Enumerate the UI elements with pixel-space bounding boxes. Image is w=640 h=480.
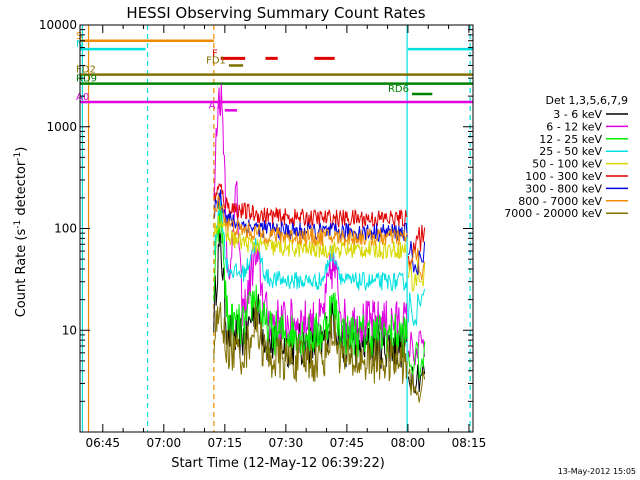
- flag-label-f: F: [212, 48, 218, 59]
- flag-label-fd1: FD1: [206, 55, 226, 66]
- x-tick-label: 08:15: [452, 436, 487, 450]
- x-axis-label: Start Time (12-May-12 06:39:22): [171, 456, 385, 471]
- series-line: [213, 301, 426, 403]
- legend-title: Det 1,3,5,6,7,9: [545, 94, 628, 107]
- series-line: [213, 194, 426, 281]
- x-tick-label: 07:15: [208, 436, 243, 450]
- y-tick-label: 10000: [39, 18, 77, 32]
- legend-entry: 6 - 12 keV: [546, 120, 602, 133]
- flag-label-a1: A1: [209, 100, 222, 111]
- y-axis-label-mid: detector: [14, 160, 29, 220]
- flag-label-s: S: [76, 31, 82, 42]
- legend-entry: 100 - 300 keV: [525, 170, 602, 183]
- series-line: [213, 215, 426, 292]
- y-tick-label: 10: [62, 323, 77, 337]
- y-axis-label-sup2: -1: [13, 152, 23, 161]
- y-axis-label: Count Rate (s-1 detector-1): [13, 147, 29, 318]
- x-tick-label: 07:00: [147, 436, 182, 450]
- series-line: [213, 200, 426, 326]
- flag-label-rd6: RD6: [388, 84, 409, 95]
- y-axis-label-end: ): [14, 147, 29, 152]
- legend-entry: 300 - 800 keV: [525, 182, 602, 195]
- legend-entry: 12 - 25 keV: [539, 133, 602, 146]
- chart-title: HESSI Observing Summary Count Rates: [126, 4, 425, 22]
- axis-layer: 06:45 07:00 07:15 07:30 07:45 08:00 08:15 10 100…: [39, 18, 486, 450]
- y-axis-label-main: Count Rate (s: [14, 229, 29, 318]
- flag-label-rd9: RD9: [76, 74, 97, 85]
- footer-date: 13-May-2012 15:05: [558, 467, 636, 476]
- flag-label-fd2: FD2: [76, 65, 96, 76]
- x-tick-label: 07:30: [269, 436, 304, 450]
- y-axis-label-sup1: -1: [13, 220, 23, 229]
- legend-entry: 7000 - 20000 keV: [504, 207, 602, 220]
- x-tick-label: 06:45: [85, 436, 120, 450]
- legend-entry: 800 - 7000 keV: [518, 195, 602, 208]
- flag-label-a0: A0: [76, 92, 89, 103]
- x-tick-label: 07:45: [330, 436, 365, 450]
- y-tick-label: 1000: [46, 120, 77, 134]
- legend-entry: 50 - 100 keV: [532, 158, 602, 171]
- x-tick-label: 08:00: [391, 436, 426, 450]
- y-tick-label: 100: [54, 222, 77, 236]
- series-line: [213, 201, 426, 380]
- legend-entry: 3 - 6 keV: [553, 108, 602, 121]
- legend-entry: 25 - 50 keV: [539, 145, 602, 158]
